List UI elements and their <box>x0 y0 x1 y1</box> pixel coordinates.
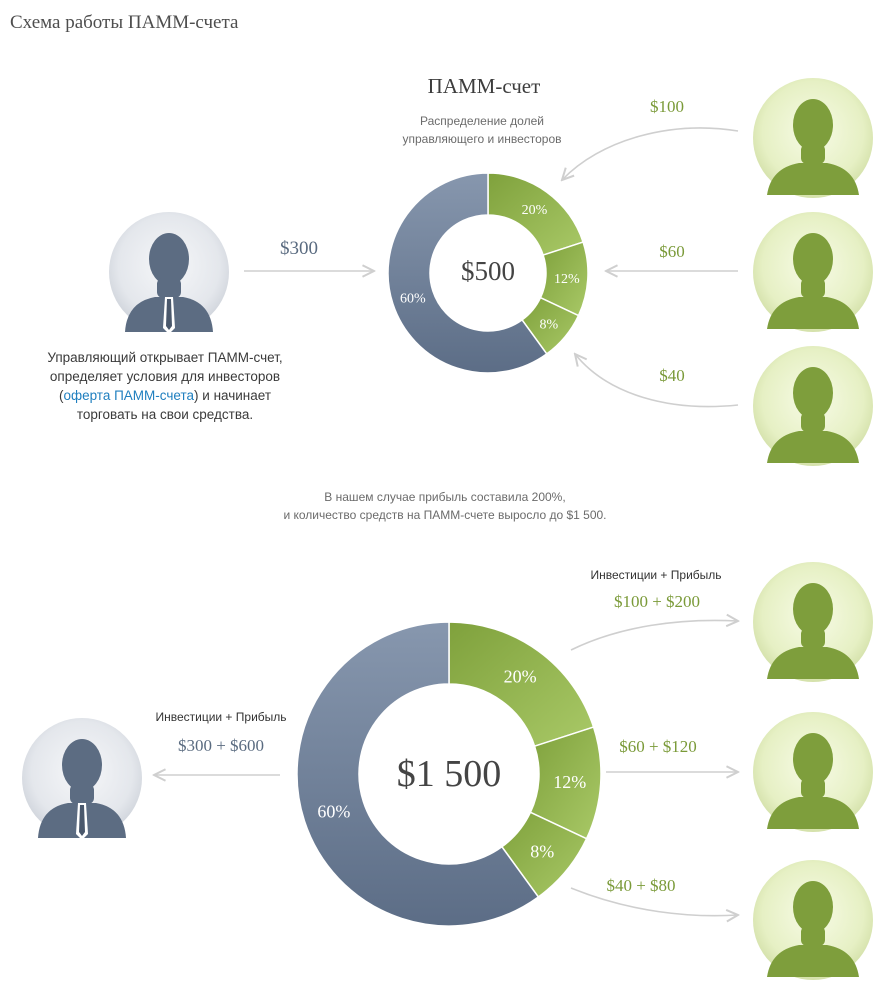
donut-chart-top: 20% 12% 8% 60% <box>387 172 589 374</box>
page-title: Схема работы ПАММ-счета <box>10 12 239 33</box>
arrow-account-to-investor-1 <box>570 620 738 651</box>
person-silhouette-icon <box>767 233 859 329</box>
person-silhouette-icon <box>767 367 859 463</box>
manager-avatar-bottom <box>22 718 142 840</box>
investor-avatar-4 <box>753 562 873 682</box>
investors-inv-profit-label: Инвестиции + Прибыль <box>590 568 721 582</box>
manager-amount-top: $300 <box>280 238 318 259</box>
bottom-donut-slice-60pct <box>296 621 540 927</box>
donut-total-bottom: $1 500 <box>397 753 502 795</box>
investor-3-amount-bottom: $40 + $80 <box>606 876 675 895</box>
manager-description: Управляющий открывает ПАММ-счет, определ… <box>20 348 310 424</box>
profit-note-line-2: и количество средств на ПАММ-счете вырос… <box>283 508 606 522</box>
manager-description-line-4: торговать на свои средства. <box>76 407 254 422</box>
investor-avatar-6 <box>753 860 873 980</box>
account-title: ПАММ-счет <box>428 74 541 98</box>
manager-description-line-1: Управляющий открывает ПАММ-счет, <box>47 350 283 365</box>
top-donut-label-60pct: 60% <box>400 291 426 306</box>
donut-total-top: $500 <box>461 256 515 286</box>
top-donut-label-12pct: 12% <box>554 272 580 287</box>
arrow-account-to-investor-3 <box>570 887 738 916</box>
investor-avatar-2 <box>753 212 873 332</box>
person-silhouette-icon <box>767 99 859 195</box>
arrow-investor-3-to-account <box>575 354 739 408</box>
person-silhouette-icon <box>38 739 126 840</box>
top-donut-label-8pct: 8% <box>540 317 559 332</box>
top-donut-slice-60pct <box>387 172 548 374</box>
person-silhouette-icon <box>767 733 859 829</box>
bottom-donut-label-8pct: 8% <box>530 841 554 861</box>
investor-2-amount-bottom: $60 + $120 <box>619 737 697 756</box>
manager-description-line-3: (оферта ПАММ-счета) и начинает <box>20 386 310 405</box>
bottom-donut-label-60pct: 60% <box>317 802 350 822</box>
manager-description-line-2: определяет условия для инвесторов <box>49 369 281 384</box>
manager-inv-profit-label: Инвестиции + Прибыль <box>155 710 286 724</box>
investor-1-amount-top: $100 <box>650 97 684 116</box>
investor-2-amount-top: $60 <box>659 242 685 261</box>
arrow-investor-1-to-account <box>562 127 739 180</box>
investor-avatar-1 <box>753 78 873 198</box>
manager-description-line-3-tail: ) и начинает <box>194 388 272 403</box>
investor-avatar-5 <box>753 712 873 832</box>
paren-open: ( <box>58 388 64 403</box>
person-silhouette-icon <box>125 233 213 334</box>
account-subtitle-line-2: управляющего и инвесторов <box>402 132 561 146</box>
investor-avatar-3 <box>753 346 873 466</box>
manager-amount-bottom: $300 + $600 <box>178 736 264 755</box>
investor-1-amount-bottom: $100 + $200 <box>614 592 700 611</box>
profit-note-line-1: В нашем случае прибыль составила 200%, <box>324 490 565 504</box>
manager-avatar <box>109 212 229 334</box>
person-silhouette-icon <box>767 583 859 679</box>
bottom-donut-label-12pct: 12% <box>553 772 586 792</box>
pamm-offer-link[interactable]: оферта ПАММ-счета <box>63 388 195 403</box>
account-subtitle-line-1: Распределение долей <box>420 114 544 128</box>
investor-3-amount-top: $40 <box>659 366 685 385</box>
donut-chart-bottom: 20% 12% 8% 60% <box>296 621 602 927</box>
bottom-donut-label-20pct: 20% <box>504 666 537 686</box>
person-silhouette-icon <box>767 881 859 977</box>
top-donut-label-20pct: 20% <box>522 203 548 218</box>
